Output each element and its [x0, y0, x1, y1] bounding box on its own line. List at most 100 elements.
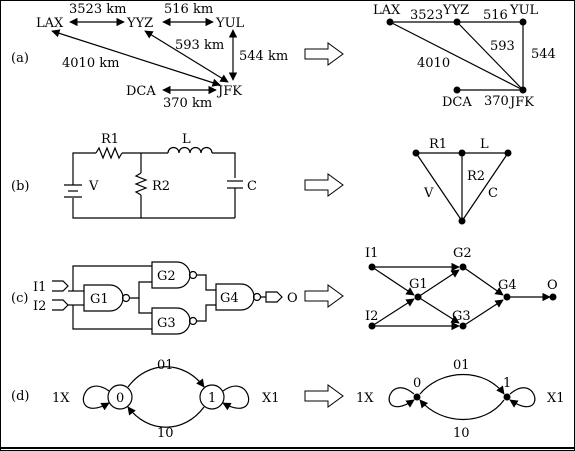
graph-label-r2: R2 [467, 169, 485, 184]
node-dca [453, 86, 461, 94]
wire-g2-g4 [197, 274, 216, 291]
node-s1 [503, 393, 511, 401]
resistor-r1-symbol [95, 146, 123, 160]
label-l: L [182, 132, 191, 147]
node-o [549, 293, 557, 301]
label-g2: G2 [157, 269, 176, 284]
state-1 [199, 384, 225, 410]
node-b-left [412, 149, 420, 157]
graph-label-10: 10 [453, 426, 470, 441]
edge-0-1 [419, 374, 505, 395]
row-d-graph: 0 1 01 10 1X X1 [356, 358, 565, 441]
inductor-l-symbol [167, 146, 213, 154]
edge-g3-g4 [462, 299, 504, 327]
edge-g1-g2 [417, 269, 460, 298]
wire-top-left [72, 152, 96, 185]
row-tag-d: (d) [11, 389, 29, 404]
distance-yyz-jfk: 593 km [175, 38, 224, 53]
node-lax [386, 18, 394, 26]
node-g2 [459, 263, 467, 271]
graph-label-g2: G2 [453, 246, 472, 261]
transform-arrow-b [304, 173, 344, 197]
node-g4 [503, 293, 511, 301]
self-loop-0 [82, 385, 110, 411]
graph-label-g1: G1 [409, 277, 428, 292]
edge-v [415, 152, 463, 222]
wire-bottom [72, 198, 235, 219]
row-tag-c: (c) [11, 291, 28, 306]
distance-lax-jfk: 4010 km [62, 56, 119, 71]
label-g1: G1 [90, 292, 109, 307]
graph-label-v: V [423, 186, 434, 201]
node-b-right [504, 149, 512, 157]
city-lax: LAX [36, 16, 64, 31]
city-yyz: YYZ [126, 16, 153, 31]
node-i2 [368, 322, 376, 330]
edge-loop-1 [509, 387, 536, 408]
graph-label-c: C [488, 186, 498, 201]
label-i1: I1 [33, 280, 46, 295]
self-loop-1 [222, 385, 250, 411]
city-yul: YUL [215, 16, 245, 31]
distance-lax-yyz: 3523 km [69, 2, 126, 17]
output-pin-o [261, 291, 283, 303]
gate-g4-bubble [252, 292, 262, 302]
transform-arrow-d [304, 384, 344, 408]
city-jfk: JFK [216, 84, 242, 99]
label-o: O [287, 291, 298, 306]
transform-arrows [304, 42, 344, 408]
city-dca: DCA [126, 84, 156, 99]
weight-lax-jfk: 4010 [417, 56, 450, 71]
distance-yyz-yul: 516 km [164, 2, 213, 17]
wire-i1-g2 [72, 265, 152, 291]
row-a-graph: LAX YYZ YUL DCA JFK 3523 516 593 544 401… [373, 3, 556, 110]
route-lax-jfk [51, 29, 221, 87]
row-b-graph: R1 L V R2 C [412, 137, 512, 225]
transition-1-0 [127, 406, 205, 428]
state-label-0: 0 [116, 391, 124, 406]
loop-label-x1: X1 [262, 391, 280, 406]
edge-lax-jfk [389, 21, 524, 91]
state-0 [107, 384, 133, 410]
edge-g2-g4 [462, 266, 504, 296]
wire-g3-g4 [197, 304, 216, 322]
gate-g3-bubble [188, 316, 198, 326]
graph-label-x1: X1 [547, 391, 565, 406]
row-tag-b: (b) [11, 179, 29, 194]
label-c: C [247, 179, 257, 194]
transition-label-10: 10 [157, 426, 174, 441]
transform-arrow-c [304, 284, 344, 308]
label-i2: I2 [33, 299, 46, 314]
weight-yyz-jfk: 593 [490, 39, 515, 54]
node-label-yyz: YYZ [442, 3, 469, 18]
row-c-graph: I1 I2 G1 G2 G3 G4 O [365, 246, 558, 331]
graph-state-label-0: 0 [413, 376, 421, 391]
transition-label-01: 01 [157, 358, 174, 373]
transform-arrow-a [304, 42, 344, 66]
label-v: V [88, 179, 99, 194]
graph-label-i1: I1 [365, 246, 378, 261]
weight-lax-yyz: 3523 [410, 8, 443, 23]
edge-1-0 [419, 399, 505, 420]
node-i1 [368, 263, 376, 271]
row-c-circuit: I1 I2 G1 G2 G3 G4 O [33, 261, 298, 335]
label-g4: G4 [220, 291, 239, 306]
wire-g1-g3 [138, 298, 152, 314]
graph-state-label-1: 1 [503, 376, 511, 391]
weight-yul-jfk: 544 [531, 47, 556, 62]
graph-label-g3: G3 [452, 309, 471, 324]
node-s0 [413, 393, 421, 401]
weight-dca-jfk: 370 [484, 94, 509, 109]
state-label-1: 1 [208, 391, 216, 406]
input-pin-i2 [52, 299, 69, 311]
graph-label-l: L [480, 137, 489, 152]
node-yul [519, 18, 527, 26]
wire-i2-g3 [72, 305, 152, 330]
row-b-circuit: R1 L V R2 C [64, 132, 257, 219]
edge-g1-g3 [417, 296, 460, 324]
wire-top-right [212, 152, 236, 178]
node-b-mid [458, 149, 466, 157]
distance-yul-jfk: 544 km [239, 49, 288, 64]
label-g3: G3 [157, 316, 176, 331]
